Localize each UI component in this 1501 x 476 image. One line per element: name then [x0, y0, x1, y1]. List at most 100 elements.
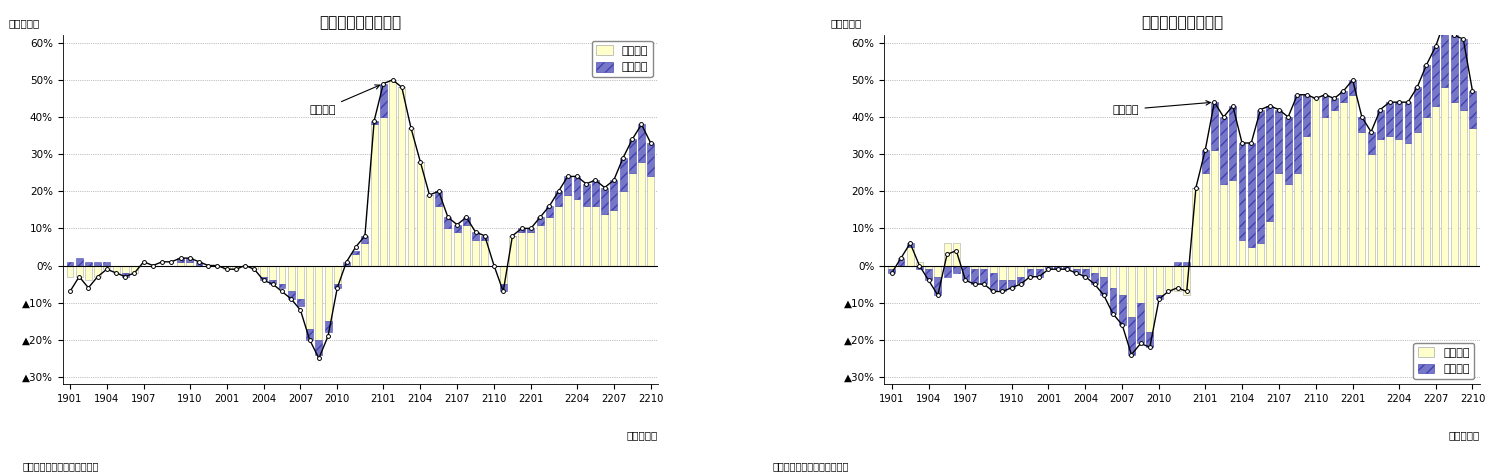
Bar — [233, 266, 239, 269]
Bar — [1009, 280, 1015, 288]
Bar — [269, 266, 276, 280]
Bar — [1285, 117, 1291, 184]
Bar — [1238, 143, 1246, 239]
Bar — [944, 243, 950, 266]
Bar — [971, 269, 979, 284]
Bar — [1414, 132, 1420, 266]
Bar — [1340, 102, 1346, 266]
Bar — [1267, 221, 1273, 266]
Bar — [1202, 173, 1208, 266]
Text: （年・月）: （年・月） — [627, 430, 657, 440]
Bar — [86, 262, 92, 266]
Bar — [546, 206, 552, 217]
Bar — [380, 117, 387, 266]
Bar — [527, 232, 534, 266]
Bar — [344, 262, 350, 266]
Bar — [647, 143, 654, 177]
Bar — [482, 239, 488, 266]
Text: （資料）財務省「貿易統計」: （資料）財務省「貿易統計」 — [23, 461, 99, 471]
Bar — [435, 206, 443, 266]
Bar — [889, 266, 895, 269]
Bar — [1276, 173, 1282, 266]
Bar — [306, 266, 314, 328]
Bar — [1091, 266, 1099, 273]
Bar — [916, 266, 923, 269]
Legend: 数量要因, 価格要因: 数量要因, 価格要因 — [591, 41, 653, 77]
Bar — [177, 258, 185, 262]
Bar — [1256, 109, 1264, 243]
Bar — [86, 266, 92, 280]
Bar — [473, 239, 479, 266]
Bar — [1441, 87, 1448, 266]
Bar — [333, 266, 341, 284]
Bar — [980, 266, 988, 269]
Bar — [527, 228, 534, 232]
Bar — [935, 277, 941, 295]
Bar — [555, 206, 561, 266]
Bar — [629, 173, 636, 266]
Bar — [1073, 269, 1079, 273]
Bar — [573, 177, 581, 198]
Bar — [444, 228, 452, 266]
Bar — [473, 232, 479, 239]
Bar — [1385, 102, 1393, 136]
Bar — [907, 243, 914, 247]
Bar — [518, 228, 525, 232]
Bar — [944, 266, 950, 277]
Legend: 数量要因, 価格要因: 数量要因, 価格要因 — [1414, 343, 1474, 379]
Bar — [1138, 266, 1144, 303]
Bar — [297, 266, 303, 299]
Bar — [1312, 99, 1319, 266]
Bar — [620, 158, 626, 191]
Bar — [647, 177, 654, 266]
Bar — [1414, 87, 1420, 132]
Bar — [1303, 136, 1310, 266]
Bar — [288, 266, 294, 291]
Bar — [186, 258, 194, 262]
Bar — [1220, 184, 1226, 266]
Bar — [462, 217, 470, 225]
Bar — [297, 299, 303, 307]
Bar — [989, 273, 997, 291]
Bar — [1376, 139, 1384, 266]
Bar — [122, 273, 129, 277]
Bar — [537, 225, 543, 266]
Bar — [1460, 39, 1466, 109]
Bar — [1229, 106, 1237, 180]
Bar — [1009, 266, 1015, 280]
Bar — [611, 180, 617, 210]
Bar — [1376, 109, 1384, 139]
Bar — [195, 262, 203, 266]
Bar — [1036, 269, 1043, 277]
Bar — [509, 236, 516, 266]
Bar — [998, 266, 1006, 280]
Bar — [279, 284, 285, 288]
Bar — [500, 284, 507, 291]
Bar — [953, 243, 959, 266]
Bar — [1018, 277, 1024, 284]
Bar — [1027, 269, 1034, 277]
Bar — [1091, 273, 1099, 284]
Bar — [288, 291, 294, 299]
Bar — [1073, 266, 1079, 269]
Bar — [916, 262, 923, 266]
Bar — [353, 254, 359, 266]
Bar — [1460, 109, 1466, 266]
Bar — [186, 262, 194, 266]
Bar — [131, 266, 138, 273]
Bar — [1256, 243, 1264, 266]
Bar — [66, 266, 74, 277]
Bar — [362, 236, 368, 243]
Bar — [75, 266, 83, 277]
Bar — [1349, 95, 1355, 266]
Bar — [564, 195, 572, 266]
Bar — [1469, 91, 1475, 128]
Bar — [104, 266, 110, 269]
Bar — [564, 177, 572, 195]
Bar — [889, 269, 895, 273]
Bar — [1063, 266, 1070, 269]
Text: 輸入金額: 輸入金額 — [1112, 100, 1210, 115]
Bar — [1469, 128, 1475, 266]
Bar — [629, 139, 636, 173]
Bar — [113, 266, 120, 273]
